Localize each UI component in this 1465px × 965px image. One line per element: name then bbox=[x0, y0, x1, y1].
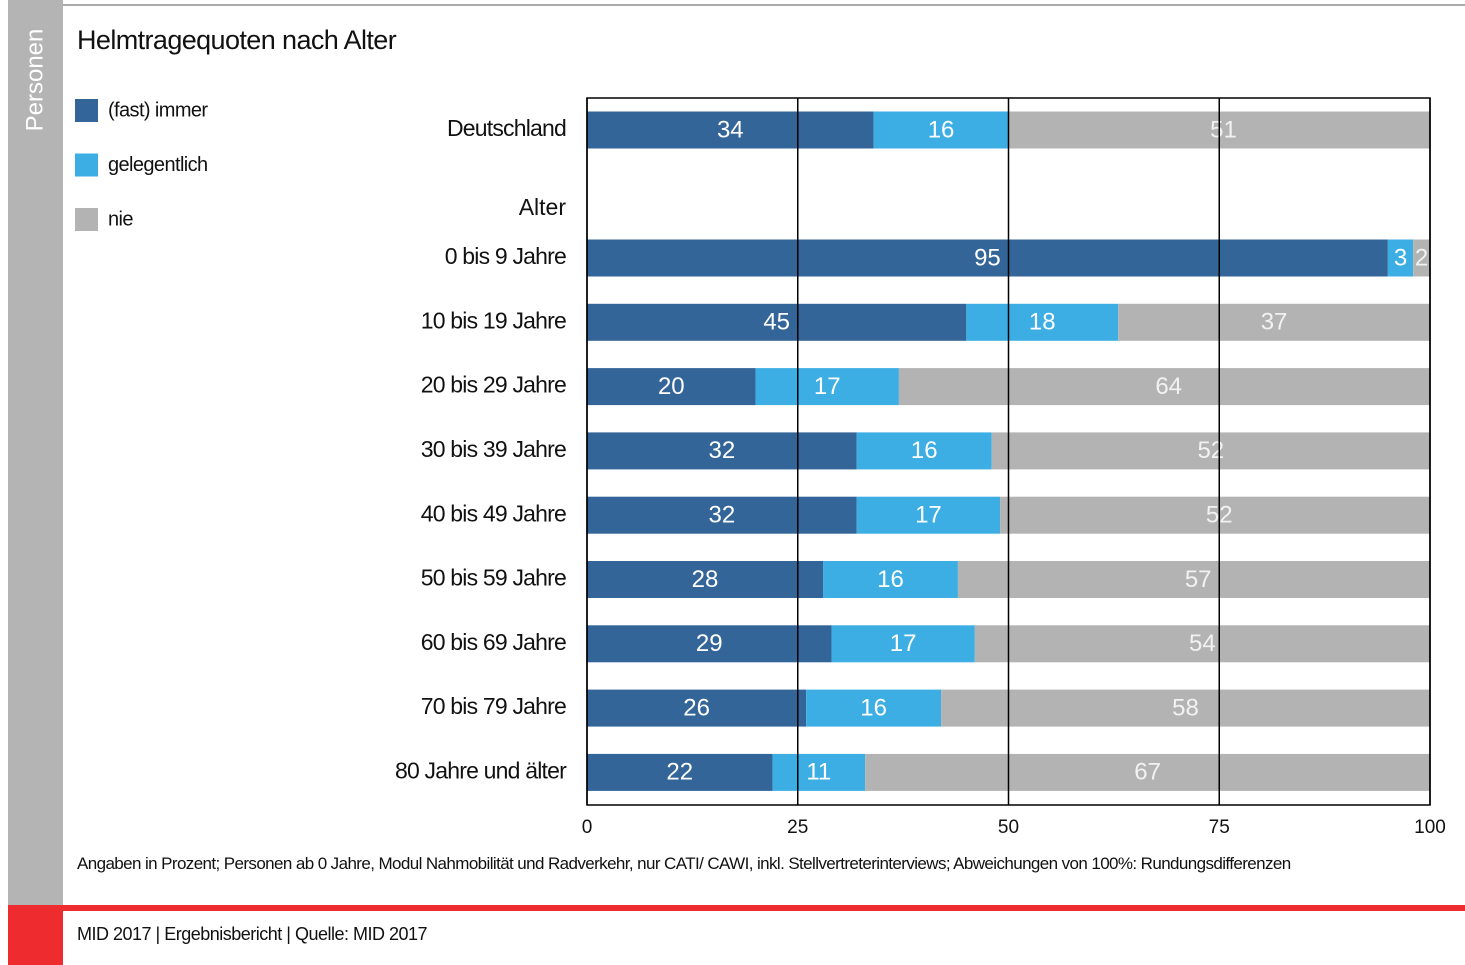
value-label: 45 bbox=[763, 309, 790, 336]
value-label: 2 bbox=[1415, 244, 1428, 271]
legend-label: (fast) immer bbox=[108, 99, 208, 121]
bar-segment bbox=[755, 368, 899, 406]
bar-segment bbox=[806, 689, 942, 727]
value-label: 57 bbox=[1185, 566, 1212, 593]
bar-segment bbox=[587, 625, 832, 663]
value-label: 22 bbox=[666, 759, 693, 786]
value-label: 95 bbox=[974, 244, 1001, 271]
value-label: 17 bbox=[814, 373, 841, 400]
value-label: 58 bbox=[1172, 694, 1199, 721]
value-label: 16 bbox=[860, 694, 887, 721]
footnote: Angaben in Prozent; Personen ab 0 Jahre,… bbox=[77, 854, 1291, 873]
plot-frame bbox=[586, 97, 1431, 806]
value-label: 17 bbox=[890, 630, 917, 657]
value-label: 29 bbox=[696, 630, 723, 657]
bar-segment bbox=[865, 753, 1430, 791]
legend-swatch bbox=[75, 153, 98, 177]
legend-label: gelegentlich bbox=[108, 154, 208, 176]
value-label: 11 bbox=[806, 759, 831, 786]
legend-label: nie bbox=[108, 208, 133, 230]
bar-segment bbox=[587, 561, 824, 598]
bar-segment bbox=[823, 561, 958, 598]
value-label: 51 bbox=[1210, 116, 1237, 143]
y-tick-label: 40 bis 49 Jahre bbox=[421, 500, 566, 526]
bars bbox=[587, 111, 1430, 791]
bar-segment bbox=[587, 432, 857, 470]
x-tick-label: 100 bbox=[1414, 817, 1446, 838]
bar-segment bbox=[1413, 239, 1430, 277]
bar-segment bbox=[587, 368, 756, 406]
bar-segment bbox=[873, 111, 1009, 149]
bar-segment bbox=[991, 432, 1430, 470]
legend-swatch bbox=[75, 99, 98, 122]
x-tick-label: 75 bbox=[1209, 817, 1230, 838]
side-band bbox=[8, 0, 63, 906]
legend-swatch bbox=[75, 208, 98, 231]
footer-rule bbox=[63, 905, 1465, 911]
value-label: 28 bbox=[692, 566, 719, 593]
bar-segment bbox=[856, 432, 992, 470]
bar-segment bbox=[1387, 239, 1414, 277]
y-tick-label: 50 bis 59 Jahre bbox=[421, 565, 566, 591]
value-label: 32 bbox=[709, 502, 736, 529]
value-label: 18 bbox=[1029, 309, 1056, 336]
bar-segment bbox=[941, 689, 1430, 727]
value-label: 20 bbox=[658, 373, 685, 400]
value-label: 16 bbox=[877, 566, 904, 593]
bar-segment bbox=[831, 625, 975, 663]
group-label: Alter bbox=[519, 194, 567, 220]
bar-segment bbox=[587, 303, 967, 341]
bar-segment bbox=[772, 753, 866, 791]
value-label: 67 bbox=[1134, 759, 1161, 786]
value-label: 54 bbox=[1189, 630, 1216, 657]
y-tick-label: 80 Jahre und älter bbox=[395, 757, 567, 783]
bar-segment bbox=[587, 689, 807, 727]
value-label: 3 bbox=[1394, 244, 1407, 271]
footer-block bbox=[8, 905, 63, 965]
value-label: 17 bbox=[915, 502, 942, 529]
bar-segment bbox=[974, 625, 1430, 663]
chart-title: Helmtragequoten nach Alter bbox=[77, 25, 397, 55]
value-label: 37 bbox=[1261, 309, 1288, 336]
bar-segment bbox=[587, 753, 773, 791]
y-tick-label: 30 bis 39 Jahre bbox=[421, 436, 566, 462]
bar-segment bbox=[587, 496, 857, 534]
y-tick-label: 10 bis 19 Jahre bbox=[421, 307, 566, 333]
bar-segment bbox=[856, 496, 1001, 534]
bar-segment bbox=[587, 111, 874, 149]
bar-segment bbox=[957, 561, 1430, 598]
bar-segment bbox=[966, 303, 1119, 341]
side-label: Personen bbox=[21, 29, 48, 132]
value-label: 16 bbox=[911, 437, 938, 464]
bar-segment bbox=[898, 368, 1430, 406]
value-label: 34 bbox=[717, 116, 744, 143]
x-tick-label: 50 bbox=[998, 817, 1019, 838]
bar-segment bbox=[1118, 303, 1430, 341]
footer: MID 2017 | Ergebnisbericht | Quelle: MID… bbox=[77, 924, 428, 944]
value-label: 16 bbox=[928, 116, 955, 143]
bar-segment bbox=[1000, 496, 1430, 534]
value-label: 32 bbox=[709, 437, 736, 464]
value-label: 26 bbox=[683, 694, 710, 721]
y-tick-label: 20 bis 29 Jahre bbox=[421, 372, 566, 398]
value-label: 64 bbox=[1155, 373, 1182, 400]
y-tick-label: Deutschland bbox=[447, 115, 566, 141]
bar-segment bbox=[587, 239, 1388, 277]
y-tick-label: 70 bis 79 Jahre bbox=[421, 693, 566, 719]
y-tick-label: 0 bis 9 Jahre bbox=[445, 243, 566, 269]
y-tick-label: 60 bis 69 Jahre bbox=[421, 629, 566, 655]
x-tick-label: 0 bbox=[582, 817, 593, 838]
value-label: 52 bbox=[1197, 437, 1224, 464]
x-tick-label: 25 bbox=[787, 817, 808, 838]
